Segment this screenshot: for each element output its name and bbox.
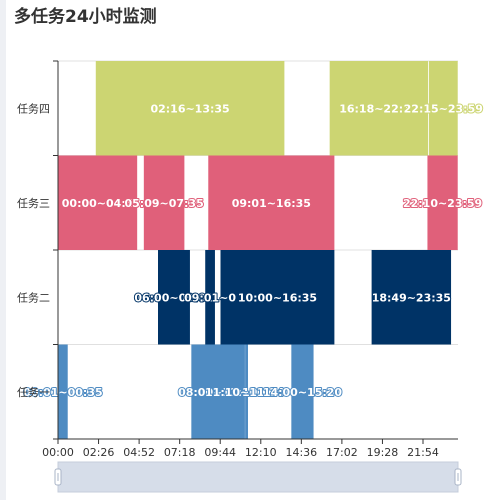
bar-label: 05:09~07:35 bbox=[124, 197, 203, 210]
timeline-bar bbox=[158, 250, 190, 345]
timeline-bar bbox=[329, 61, 428, 156]
y-category-label: 任务一 bbox=[17, 386, 50, 399]
x-tick-label: 17:02 bbox=[326, 446, 358, 459]
bar-label: 10:00~16:35 bbox=[238, 291, 317, 304]
timeline-bar bbox=[58, 344, 68, 439]
x-tick-label: 00:00 bbox=[42, 446, 74, 459]
timeline-bar bbox=[291, 344, 314, 439]
timeline-bar bbox=[58, 155, 138, 250]
x-tick-label: 02:26 bbox=[83, 446, 115, 459]
bar-label: 06:00~09:01 bbox=[134, 291, 213, 304]
y-category-label: 任务二 bbox=[17, 291, 50, 304]
bar-label: 11:10~11:14 bbox=[205, 386, 285, 399]
y-category-label: 任务四 bbox=[17, 102, 50, 115]
timeline-bar bbox=[428, 61, 458, 156]
page-title: 多任务24小时监测 bbox=[14, 7, 157, 27]
x-tick-label: 07:18 bbox=[164, 446, 196, 459]
bar-label: 00:01~00:35 bbox=[23, 386, 102, 399]
bar-label: 08:00~11:10 bbox=[178, 386, 258, 399]
timeline-bar bbox=[245, 344, 248, 439]
bar-label: 22:15~23:59 bbox=[404, 102, 483, 115]
timeline-bar bbox=[191, 344, 245, 439]
x-tick-label: 09:44 bbox=[204, 446, 236, 459]
left-edge-strip bbox=[0, 0, 6, 500]
timeline-bar bbox=[371, 250, 452, 345]
x-tick-label: 04:52 bbox=[123, 446, 155, 459]
bar-label: 02:16~13:35 bbox=[150, 102, 229, 115]
bar-label: 18:49~23:35 bbox=[372, 291, 451, 304]
datazoom-slider-track[interactable] bbox=[57, 461, 459, 493]
timeline-bar bbox=[143, 155, 185, 250]
timeline-bar bbox=[208, 155, 335, 250]
bar-label: 14:00~15:20 bbox=[263, 386, 343, 399]
timeline-bar bbox=[427, 155, 458, 250]
x-tick-label: 21:54 bbox=[407, 446, 439, 459]
timeline-bar bbox=[244, 344, 246, 439]
timeline-bar bbox=[205, 250, 215, 345]
bar-label: 00:00~04:4 bbox=[62, 197, 134, 210]
bar-label: 09:01~16:35 bbox=[232, 197, 311, 210]
timeline-bar bbox=[95, 61, 285, 156]
bar-label: 16:18~22:12 bbox=[339, 102, 418, 115]
x-tick-label: 19:28 bbox=[367, 446, 399, 459]
timeline-bar bbox=[220, 250, 335, 345]
x-tick-label: 14:36 bbox=[285, 446, 317, 459]
bar-label: 22:10~23:59 bbox=[403, 197, 482, 210]
y-category-label: 任务三 bbox=[17, 197, 50, 210]
x-tick-label: 12:10 bbox=[245, 446, 277, 459]
bar-label: 09:01~0 bbox=[184, 291, 236, 304]
